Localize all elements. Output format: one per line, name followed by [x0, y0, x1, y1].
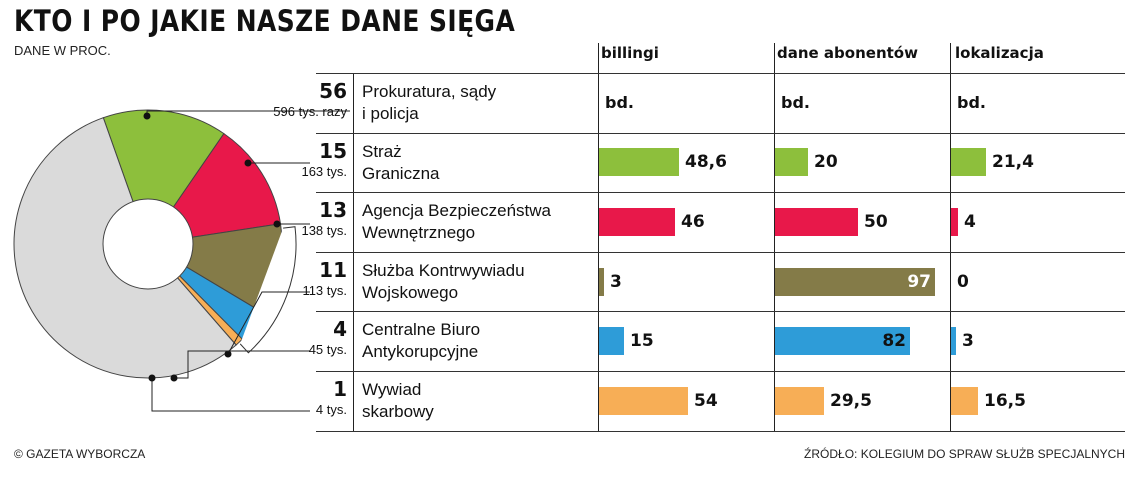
bar-dane-abonentow-straz-graniczna	[775, 148, 808, 176]
chart-subtitle: DANE W PROC.	[14, 43, 111, 58]
column-divider	[950, 43, 951, 431]
requests-label-abw: 138 tys.	[301, 223, 347, 238]
bar-dane-abonentow-abw	[775, 208, 858, 236]
value-lokalizacja-abw: 4	[964, 212, 976, 232]
row-name-prokuratura: i policja	[362, 104, 419, 123]
bar-dane-abonentow-skw	[775, 268, 935, 296]
value-dane-abonentow-skw: 97	[907, 272, 931, 292]
value-billingi-skw: 3	[610, 272, 622, 292]
row-name-prokuratura: Prokuratura, sądy	[362, 82, 497, 101]
source-note: ŹRÓDŁO: KOLEGIUM DO SPRAW SŁUŻB SPECJALN…	[804, 447, 1125, 461]
share-label-abw: 13	[319, 198, 347, 222]
row-divider	[316, 192, 1125, 193]
value-billingi-straz-graniczna: 48,6	[685, 152, 727, 172]
bar-dane-abonentow-cba	[775, 327, 910, 355]
row-divider	[316, 371, 1125, 372]
value-lokalizacja-cba: 3	[962, 331, 974, 351]
leader-dot-straz-graniczna	[244, 159, 252, 167]
bar-lokalizacja-wywiad-skarbowy	[951, 387, 978, 415]
share-label-prokuratura: 56	[319, 79, 347, 103]
share-label-wywiad-skarbowy: 1	[333, 377, 347, 401]
value-lokalizacja-straz-graniczna: 21,4	[992, 152, 1034, 172]
bar-lokalizacja-straz-graniczna	[951, 148, 986, 176]
bar-billingi-straz-graniczna	[599, 148, 679, 176]
value-dane-abonentow-prokuratura: bd.	[781, 93, 810, 112]
leader-dot-abw	[273, 220, 281, 228]
requests-label-prokuratura: 596 tys. razy	[273, 104, 347, 119]
column-divider	[774, 43, 775, 431]
row-name-straz-graniczna: Graniczna	[362, 164, 440, 183]
value-dane-abonentow-abw: 50	[864, 212, 888, 232]
value-lokalizacja-wywiad-skarbowy: 16,5	[984, 391, 1026, 411]
row-name-skw: Wojskowego	[362, 283, 459, 302]
column-header-dane-abonentow: dane abonentów	[777, 44, 918, 62]
row-name-abw: Wewnętrznego	[362, 223, 476, 242]
leader-dot-wywiad-skarbowy	[148, 374, 156, 382]
row-divider	[316, 311, 1125, 312]
row-divider	[316, 133, 1125, 134]
value-billingi-wywiad-skarbowy: 54	[694, 391, 718, 411]
value-dane-abonentow-wywiad-skarbowy: 29,5	[830, 391, 872, 411]
requests-label-wywiad-skarbowy: 4 tys.	[315, 402, 347, 417]
requests-label-cba: 45 tys.	[308, 342, 347, 357]
row-name-straz-graniczna: Straż	[362, 142, 402, 161]
column-divider	[598, 43, 599, 431]
bar-billingi-abw	[599, 208, 675, 236]
share-label-cba: 4	[333, 317, 347, 341]
row-name-cba: Antykorupcyjne	[362, 342, 479, 361]
pie-bracket	[239, 226, 297, 354]
leader-line-cba	[174, 350, 310, 379]
column-header-billingi: billingi	[601, 44, 659, 62]
bar-dane-abonentow-wywiad-skarbowy	[775, 387, 824, 415]
credit: © GAZETA WYBORCZA	[14, 447, 146, 461]
row-name-cba: Centralne Biuro	[362, 320, 481, 339]
value-billingi-prokuratura: bd.	[605, 93, 634, 112]
leader-line-skw	[227, 291, 310, 355]
value-dane-abonentow-straz-graniczna: 20	[814, 152, 838, 172]
pie-center-hole	[102, 198, 194, 290]
share-label-skw: 11	[319, 258, 347, 282]
row-divider	[316, 252, 1125, 253]
bar-lokalizacja-cba	[951, 327, 956, 355]
value-dane-abonentow-cba: 82	[882, 331, 906, 351]
share-label-straz-graniczna: 15	[319, 139, 347, 163]
chart-title: KTO I PO JAKIE NASZE DANE SIĘGA	[14, 4, 516, 38]
row-name-wywiad-skarbowy: Wywiad	[362, 380, 422, 399]
bar-billingi-skw	[599, 268, 604, 296]
column-header-lokalizacja: lokalizacja	[955, 44, 1044, 62]
requests-label-skw: 113 tys.	[302, 283, 347, 298]
value-billingi-abw: 46	[681, 212, 705, 232]
bar-billingi-wywiad-skarbowy	[599, 387, 688, 415]
bar-billingi-cba	[599, 327, 624, 355]
row-name-skw: Służba Kontrwywiadu	[362, 261, 525, 280]
row-divider	[316, 73, 1125, 74]
leader-line-wywiad-skarbowy	[151, 378, 310, 412]
leader-dot-skw	[224, 350, 232, 358]
bar-lokalizacja-abw	[951, 208, 958, 236]
leader-dot-prokuratura	[143, 112, 151, 120]
value-billingi-cba: 15	[630, 331, 654, 351]
row-name-wywiad-skarbowy: skarbowy	[362, 402, 434, 421]
row-name-abw: Agencja Bezpieczeństwa	[362, 201, 552, 220]
requests-label-straz-graniczna: 163 tys.	[301, 164, 347, 179]
leader-dot-cba	[170, 374, 178, 382]
value-lokalizacja-skw: 0	[957, 272, 969, 292]
row-divider	[316, 431, 1125, 432]
value-lokalizacja-prokuratura: bd.	[957, 93, 986, 112]
